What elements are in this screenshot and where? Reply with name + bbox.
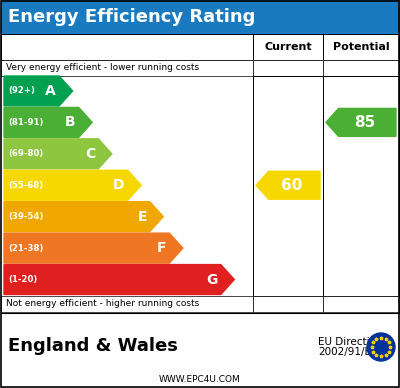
Text: (92+): (92+) bbox=[8, 87, 35, 95]
Polygon shape bbox=[4, 139, 112, 169]
Bar bbox=[253, 60, 323, 76]
Bar bbox=[323, 34, 399, 60]
Text: Not energy efficient - higher running costs: Not energy efficient - higher running co… bbox=[6, 300, 199, 308]
Text: (1-20): (1-20) bbox=[8, 275, 37, 284]
Text: 85: 85 bbox=[354, 115, 375, 130]
Text: (69-80): (69-80) bbox=[8, 149, 43, 158]
Bar bbox=[253, 296, 323, 312]
Polygon shape bbox=[4, 265, 234, 294]
Bar bbox=[253, 76, 323, 296]
Text: A: A bbox=[45, 84, 56, 98]
Bar bbox=[1, 60, 253, 76]
Text: Energy Efficiency Rating: Energy Efficiency Rating bbox=[8, 8, 255, 26]
Text: Very energy efficient - lower running costs: Very energy efficient - lower running co… bbox=[6, 64, 199, 73]
Polygon shape bbox=[4, 202, 163, 232]
Text: Current: Current bbox=[264, 42, 312, 52]
Text: 60: 60 bbox=[281, 178, 302, 193]
Bar bbox=[323, 296, 399, 312]
Text: (81-91): (81-91) bbox=[8, 118, 43, 127]
Bar bbox=[253, 34, 323, 60]
Bar bbox=[323, 76, 399, 296]
Text: (39-54): (39-54) bbox=[8, 212, 43, 221]
Text: (21-38): (21-38) bbox=[8, 244, 43, 253]
Text: F: F bbox=[157, 241, 166, 255]
Text: G: G bbox=[206, 272, 218, 286]
Text: Potential: Potential bbox=[333, 42, 389, 52]
Text: C: C bbox=[85, 147, 95, 161]
Text: E: E bbox=[137, 210, 147, 223]
Polygon shape bbox=[256, 171, 320, 199]
Polygon shape bbox=[4, 233, 183, 263]
Bar bbox=[1, 0, 399, 34]
Text: WWW.EPC4U.COM: WWW.EPC4U.COM bbox=[159, 376, 241, 385]
Polygon shape bbox=[4, 107, 92, 137]
Polygon shape bbox=[4, 170, 141, 200]
Bar bbox=[1, 296, 253, 312]
Text: 2002/91/EC: 2002/91/EC bbox=[318, 347, 378, 357]
Text: D: D bbox=[113, 178, 125, 192]
Text: (55-68): (55-68) bbox=[8, 181, 43, 190]
Bar bbox=[323, 60, 399, 76]
Polygon shape bbox=[4, 76, 73, 106]
Text: EU Directive: EU Directive bbox=[318, 337, 382, 347]
Text: England & Wales: England & Wales bbox=[8, 337, 178, 355]
Polygon shape bbox=[326, 108, 396, 136]
Text: B: B bbox=[65, 115, 76, 129]
Circle shape bbox=[367, 333, 395, 361]
Bar bbox=[1, 34, 253, 60]
